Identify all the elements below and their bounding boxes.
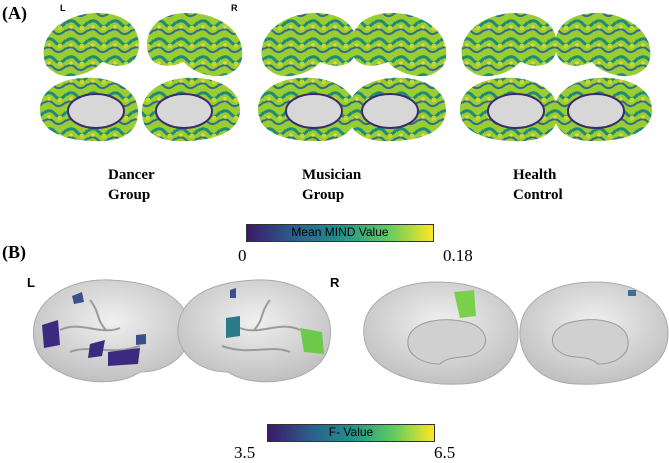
- musician-medial-left-brain: [258, 77, 357, 142]
- control-group-label: Health Control: [513, 165, 633, 205]
- mind-colorbar-title: Mean MIND Value: [291, 225, 389, 239]
- mind-colorbar-min: 0: [238, 246, 247, 265]
- health-control-brains: [460, 12, 652, 142]
- dancer-lateral-left-brain: [43, 12, 139, 77]
- musician-group-label: Musician Group: [302, 165, 422, 205]
- panel-b-brains: [32, 279, 669, 385]
- control-label-line2: Control: [513, 187, 563, 203]
- cluster-left-insula: [88, 340, 105, 358]
- left-lateral-grey-brain: [32, 279, 191, 383]
- panel-b-label: (B): [2, 242, 26, 262]
- cluster-left-temporal: [108, 348, 140, 366]
- control-lateral-right-brain: [555, 12, 651, 77]
- cluster-right-parietal: [226, 316, 240, 338]
- dancer-medial-left-brain: [40, 77, 139, 142]
- mind-colorbar-max: 0.18: [443, 246, 473, 265]
- cluster-medial-occipital: [628, 290, 636, 296]
- control-medial-left-brain: [460, 77, 559, 142]
- mind-colorbar: Mean MIND Value: [246, 224, 434, 242]
- left-medial-grey-brain: [363, 281, 519, 385]
- right-medial-grey-brain: [519, 281, 669, 385]
- control-lateral-left-brain: [461, 12, 557, 77]
- dancer-medial-right-brain: [141, 77, 240, 142]
- musician-group-brains: [258, 12, 447, 142]
- right-lateral-grey-brain: [177, 279, 332, 383]
- dancer-lateral-right-brain: [147, 12, 243, 77]
- dancer-label-line1: Dancer: [108, 167, 155, 183]
- panel-b-right-hemisphere-tag: R: [330, 275, 340, 290]
- cluster-right-superior: [230, 288, 236, 298]
- musician-label-line2: Group: [302, 187, 345, 203]
- dancer-label-line2: Group: [108, 187, 151, 203]
- cluster-medial-frontal: [454, 290, 476, 318]
- panel-a-label: (A): [2, 3, 27, 23]
- f-value-colorbar: F- Value: [267, 424, 435, 442]
- dancer-group-brains: [40, 12, 243, 142]
- f-value-colorbar-min: 3.5: [234, 443, 256, 462]
- dancer-group-label: Dancer Group: [108, 165, 228, 205]
- musician-medial-right-brain: [347, 77, 446, 142]
- panel-a-right-hemisphere-tag: R: [231, 3, 238, 13]
- cluster-left-superior: [72, 292, 84, 304]
- panel-a-left-hemisphere-tag: L: [60, 3, 66, 13]
- cluster-left-parietal: [136, 334, 146, 345]
- musician-lateral-left-brain: [261, 12, 357, 77]
- musician-lateral-right-brain: [351, 12, 447, 77]
- cluster-left-frontal: [42, 320, 60, 348]
- panel-b-left-hemisphere-tag: L: [27, 275, 35, 290]
- f-value-colorbar-title: F- Value: [328, 425, 374, 439]
- control-label-line1: Health: [513, 167, 557, 183]
- musician-label-line1: Musician: [302, 167, 362, 183]
- f-value-colorbar-max: 6.5: [434, 443, 456, 462]
- control-medial-right-brain: [553, 77, 652, 142]
- cluster-right-frontal: [300, 328, 324, 354]
